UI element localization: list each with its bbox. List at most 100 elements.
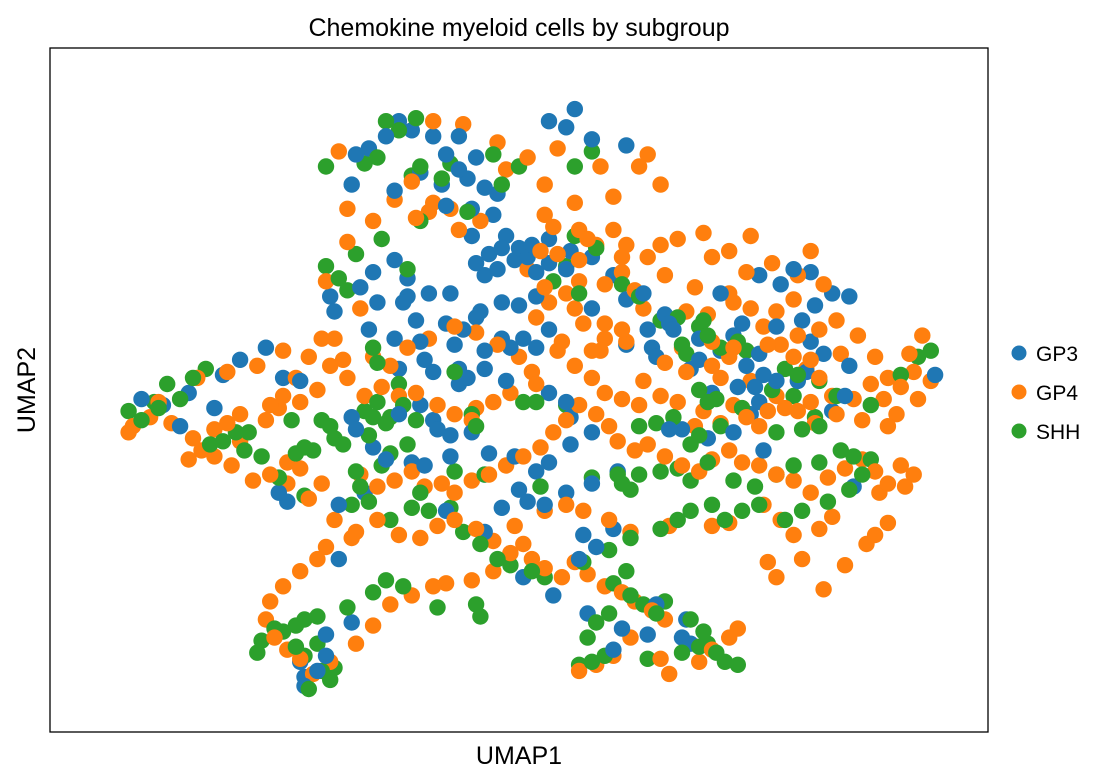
point-shh — [283, 412, 300, 429]
point-gp3 — [836, 387, 854, 405]
x-axis-label: UMAP1 — [476, 742, 562, 770]
point-shh — [407, 110, 425, 127]
point-gp3 — [926, 366, 944, 384]
point-gp3 — [558, 261, 575, 278]
point-shh — [652, 520, 669, 538]
point-gp4 — [652, 650, 669, 667]
point-gp3 — [738, 357, 755, 374]
point-gp3 — [480, 445, 498, 462]
point-shh — [613, 276, 631, 293]
point-gp3 — [343, 614, 360, 631]
point-gp3 — [171, 418, 189, 435]
point-gp3 — [510, 297, 528, 314]
point-shh — [618, 563, 635, 580]
point-shh — [287, 617, 305, 634]
point-gp4 — [712, 369, 729, 387]
point-gp4 — [609, 433, 626, 450]
point-gp4 — [575, 315, 592, 332]
point-shh — [403, 499, 420, 516]
point-gp4 — [575, 502, 592, 519]
point-gp3 — [497, 372, 515, 390]
point-shh — [369, 354, 386, 371]
point-gp4 — [352, 300, 369, 317]
point-shh — [776, 511, 794, 529]
point-gp3 — [133, 390, 150, 408]
point-gp4 — [630, 158, 648, 175]
point-gp3 — [377, 128, 395, 145]
point-shh — [841, 481, 858, 498]
point-gp4 — [618, 236, 635, 254]
point-shh — [347, 463, 365, 480]
point-gp3 — [751, 267, 768, 284]
point-shh — [785, 387, 802, 405]
point-gp3 — [793, 312, 811, 329]
point-gp3 — [528, 264, 545, 281]
point-gp4 — [528, 309, 545, 326]
point-gp4 — [729, 620, 746, 637]
point-gp3 — [755, 366, 772, 384]
point-gp3 — [562, 436, 579, 453]
point-gp4 — [300, 348, 317, 365]
point-gp4 — [866, 348, 884, 365]
point-gp3 — [733, 315, 751, 332]
point-gp4 — [862, 375, 879, 393]
point-gp4 — [854, 412, 871, 429]
point-gp4 — [733, 454, 751, 471]
point-gp4 — [768, 466, 785, 483]
point-shh — [377, 113, 395, 130]
point-gp4 — [309, 381, 326, 399]
point-gp3 — [364, 264, 382, 281]
point-gp3 — [467, 255, 485, 272]
point-gp3 — [485, 206, 502, 223]
point-gp4 — [446, 406, 463, 423]
point-gp4 — [292, 563, 309, 580]
point-gp3 — [502, 339, 519, 356]
point-shh — [776, 360, 794, 378]
point-shh — [429, 599, 446, 616]
point-gp3 — [725, 424, 742, 441]
legend-label-shh: SHH — [1036, 421, 1080, 444]
point-gp4 — [635, 372, 652, 390]
points-layer — [120, 100, 944, 698]
point-gp4 — [566, 300, 583, 317]
point-gp3 — [815, 345, 832, 362]
point-gp4 — [249, 357, 266, 374]
point-gp4 — [480, 466, 498, 483]
point-gp4 — [901, 345, 918, 362]
point-gp4 — [412, 529, 429, 547]
point-gp4 — [785, 472, 802, 489]
point-shh — [583, 653, 601, 670]
point-gp3 — [540, 113, 558, 130]
point-gp3 — [691, 351, 708, 368]
point-gp3 — [575, 526, 592, 544]
point-gp3 — [330, 550, 347, 568]
point-shh — [467, 418, 485, 435]
point-gp4 — [515, 535, 532, 553]
point-gp4 — [639, 146, 656, 163]
point-shh — [669, 511, 686, 529]
point-gp3 — [360, 321, 378, 338]
point-gp4 — [879, 514, 897, 532]
point-gp4 — [785, 348, 802, 365]
legend-marker-gp4 — [1011, 384, 1027, 400]
point-gp3 — [270, 484, 287, 501]
point-shh — [493, 176, 510, 193]
point-gp4 — [403, 463, 420, 480]
point-gp4 — [566, 357, 583, 374]
point-gp4 — [262, 396, 279, 414]
point-gp4 — [326, 511, 343, 529]
point-gp4 — [317, 273, 335, 290]
point-gp3 — [712, 285, 729, 302]
point-shh — [639, 650, 656, 667]
point-shh — [214, 433, 232, 450]
point-shh — [309, 608, 326, 625]
point-gp4 — [703, 517, 721, 535]
point-shh — [691, 381, 708, 399]
point-gp4 — [652, 236, 669, 254]
point-gp4 — [497, 161, 515, 178]
point-gp3 — [446, 336, 463, 353]
point-shh — [304, 442, 322, 459]
point-gp3 — [407, 312, 425, 329]
point-gp4 — [489, 336, 506, 353]
point-shh — [300, 680, 317, 698]
